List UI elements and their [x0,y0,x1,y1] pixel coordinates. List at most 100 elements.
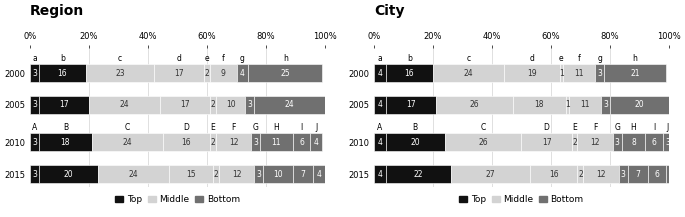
Text: J: J [667,123,669,132]
Text: 18: 18 [61,138,70,147]
Bar [310,133,322,151]
Text: g: g [240,54,245,63]
Text: 11: 11 [272,138,281,147]
Bar [39,133,92,151]
Text: e: e [205,54,210,63]
Bar [622,133,645,151]
Text: 2: 2 [214,170,219,179]
Bar [39,64,86,82]
Text: 4: 4 [316,170,321,179]
Text: 8: 8 [631,138,636,147]
Text: h: h [283,54,288,63]
Text: 3: 3 [32,69,37,77]
Text: 27: 27 [486,170,495,179]
Text: C: C [480,123,486,132]
Text: 24: 24 [464,69,473,77]
Bar [251,133,260,151]
Text: 21: 21 [630,69,640,77]
Text: 9: 9 [221,69,226,77]
Text: 3: 3 [615,138,620,147]
Bar [571,133,577,151]
Text: 22: 22 [414,170,423,179]
Bar [627,165,648,183]
Text: 18: 18 [534,100,544,109]
Text: F: F [593,123,597,132]
Legend: Top, Middle, Bottom: Top, Middle, Bottom [112,192,243,208]
Text: G: G [614,123,620,132]
Text: 16: 16 [58,69,67,77]
Text: H: H [273,123,279,132]
Bar [569,96,601,114]
Bar [210,96,216,114]
Legend: Top, Middle, Bottom: Top, Middle, Bottom [456,192,587,208]
Bar [595,64,604,82]
Text: 2: 2 [205,69,210,77]
Bar [503,64,560,82]
Bar [560,64,563,82]
Text: b: b [60,54,65,63]
Text: f: f [222,54,225,63]
Bar [619,165,627,183]
Text: 7: 7 [636,170,640,179]
Text: C: C [125,123,130,132]
Text: 11: 11 [580,100,590,109]
Text: 20: 20 [634,100,645,109]
Text: 3: 3 [621,170,625,179]
Bar [210,133,216,151]
Text: 10: 10 [226,100,236,109]
Text: 20: 20 [410,138,420,147]
Text: 24: 24 [120,100,129,109]
Bar [451,165,530,183]
Text: c: c [466,54,471,63]
Bar [445,133,521,151]
Text: B: B [412,123,418,132]
Text: h: h [632,54,638,63]
Bar [604,64,666,82]
Text: 12: 12 [229,138,238,147]
Text: I: I [300,123,303,132]
Text: g: g [597,54,602,63]
Bar [154,64,204,82]
Bar [254,165,263,183]
Text: Region: Region [30,4,84,18]
Bar [386,64,433,82]
Text: 3: 3 [32,138,37,147]
Text: D: D [544,123,549,132]
Bar [648,165,666,183]
Bar [30,133,39,151]
Text: 4: 4 [377,138,382,147]
Text: 3: 3 [247,100,252,109]
Bar [213,165,219,183]
Bar [374,165,386,183]
Bar [216,96,245,114]
Bar [613,133,622,151]
Text: d: d [177,54,182,63]
Text: F: F [232,123,236,132]
Bar [292,165,313,183]
Bar [386,96,436,114]
Bar [577,133,613,151]
Text: 17: 17 [59,100,68,109]
Text: J: J [315,123,317,132]
Bar [530,165,577,183]
Text: 6: 6 [655,170,660,179]
Bar [645,133,663,151]
Text: 17: 17 [542,138,551,147]
Bar [292,133,310,151]
Text: 1: 1 [565,100,569,109]
Bar [563,64,595,82]
Bar [236,64,249,82]
Text: E: E [572,123,577,132]
Bar [313,165,325,183]
Bar [160,96,210,114]
Text: 25: 25 [280,69,290,77]
Text: 6: 6 [299,138,304,147]
Text: E: E [210,123,215,132]
Text: 23: 23 [115,69,125,77]
Text: 6: 6 [651,138,657,147]
Text: 12: 12 [597,170,606,179]
Text: G: G [253,123,259,132]
Text: 26: 26 [469,100,479,109]
Bar [436,96,512,114]
Text: 4: 4 [377,69,382,77]
